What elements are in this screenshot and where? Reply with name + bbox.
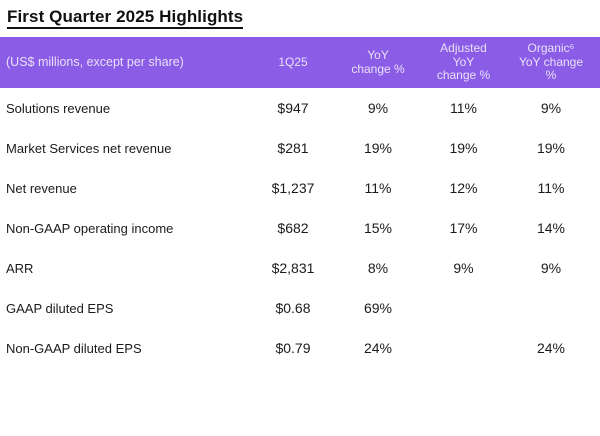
- value-yoy: 19%: [363, 140, 393, 156]
- value-organic-yoy: 9%: [540, 100, 562, 116]
- value-1q25: $2,831: [271, 260, 315, 276]
- row-label: Non-GAAP diluted EPS: [6, 340, 142, 356]
- header-cell-organic-yoy-change: Organic⁶ YoY change %: [518, 41, 584, 83]
- header-cell-1q25: 1Q25: [278, 54, 308, 69]
- value-1q25: $1,237: [271, 180, 315, 196]
- value-adjusted-yoy: 19%: [449, 140, 478, 156]
- value-yoy: 11%: [364, 180, 392, 196]
- table-row-solutions-revenue: Solutions revenue $947 9% 11% 9%: [0, 88, 600, 128]
- row-label: Net revenue: [6, 180, 77, 196]
- value-adjusted-yoy: 12%: [449, 180, 478, 196]
- table-row-non-gaap-operating-income: Non-GAAP operating income $682 15% 17% 1…: [0, 208, 600, 248]
- value-1q25: $682: [277, 220, 309, 236]
- highlights-table: (US$ millions, except per share) 1Q25 Yo…: [0, 37, 600, 368]
- value-1q25: $281: [277, 140, 309, 156]
- value-1q25: $947: [277, 100, 309, 116]
- value-organic-yoy: 11%: [537, 180, 565, 196]
- value-adjusted-yoy: 17%: [449, 220, 478, 236]
- title-area: First Quarter 2025 Highlights: [0, 0, 600, 29]
- row-label: Market Services net revenue: [6, 140, 172, 156]
- value-organic-yoy: 9%: [540, 260, 562, 276]
- page-title: First Quarter 2025 Highlights: [7, 7, 244, 29]
- table-row-net-revenue: Net revenue $1,237 11% 12% 11%: [0, 168, 600, 208]
- value-yoy: 24%: [363, 340, 393, 356]
- value-1q25: $0.79: [275, 340, 311, 356]
- table-row-market-services-net-revenue: Market Services net revenue $281 19% 19%…: [0, 128, 600, 168]
- table-row-non-gaap-diluted-eps: Non-GAAP diluted EPS $0.79 24% 24%: [0, 328, 600, 368]
- value-yoy: 9%: [367, 100, 389, 116]
- value-yoy: 15%: [363, 220, 393, 236]
- value-adjusted-yoy: 11%: [450, 100, 477, 116]
- row-label: Solutions revenue: [6, 100, 111, 116]
- value-yoy: 8%: [367, 260, 389, 276]
- value-organic-yoy: 24%: [536, 340, 566, 356]
- value-1q25: $0.68: [275, 300, 311, 316]
- table-row-arr: ARR $2,831 8% 9% 9%: [0, 248, 600, 288]
- header-cell-yoy-change: YoY change %: [351, 48, 405, 76]
- row-label: GAAP diluted EPS: [6, 300, 114, 316]
- value-yoy: 69%: [363, 300, 393, 316]
- table-header-row: (US$ millions, except per share) 1Q25 Yo…: [0, 37, 600, 88]
- value-adjusted-yoy: 9%: [453, 260, 474, 276]
- header-cell-metric-label: (US$ millions, except per share): [6, 54, 184, 69]
- value-organic-yoy: 19%: [536, 140, 566, 156]
- row-label: ARR: [6, 260, 34, 276]
- header-cell-adjusted-yoy-change: Adjusted YoY change %: [436, 41, 491, 83]
- row-label: Non-GAAP operating income: [6, 220, 174, 236]
- table-row-gaap-diluted-eps: GAAP diluted EPS $0.68 69%: [0, 288, 600, 328]
- value-organic-yoy: 14%: [536, 220, 566, 236]
